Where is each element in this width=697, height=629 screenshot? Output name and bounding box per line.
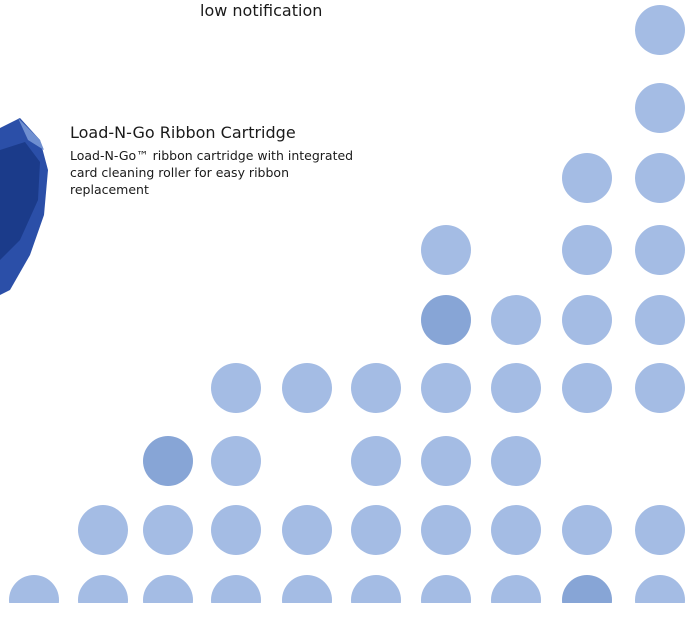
- dot: [143, 575, 193, 625]
- dot: [491, 436, 541, 486]
- dot: [211, 436, 261, 486]
- dot: [282, 363, 332, 413]
- page: low notification Load-N-Go Ribbon Cartri…: [0, 0, 697, 629]
- dot: [421, 505, 471, 555]
- dot: [491, 363, 541, 413]
- dot: [78, 575, 128, 625]
- dot: [635, 83, 685, 133]
- dot: [562, 225, 612, 275]
- dot: [635, 575, 685, 625]
- dot: [143, 505, 193, 555]
- dot: [562, 575, 612, 625]
- dot: [282, 575, 332, 625]
- dot: [491, 295, 541, 345]
- dot: [491, 505, 541, 555]
- dot: [421, 436, 471, 486]
- dot: [562, 363, 612, 413]
- dot: [211, 363, 261, 413]
- decor: [0, 0, 697, 629]
- dot: [635, 363, 685, 413]
- dot: [211, 505, 261, 555]
- dot: [211, 575, 261, 625]
- dot: [282, 505, 332, 555]
- caption: low notification: [200, 0, 322, 22]
- dot: [635, 153, 685, 203]
- dot: [421, 295, 471, 345]
- dot: [635, 225, 685, 275]
- dot: [351, 505, 401, 555]
- dot: [143, 436, 193, 486]
- dot: [78, 505, 128, 555]
- dot: [562, 505, 612, 555]
- dot: [635, 295, 685, 345]
- dot: [351, 575, 401, 625]
- dot: [421, 363, 471, 413]
- feature-title: Load-N-Go Ribbon Cartridge: [70, 123, 296, 143]
- dot-pattern: [9, 5, 685, 625]
- dot: [421, 225, 471, 275]
- dot: [491, 575, 541, 625]
- dot: [635, 505, 685, 555]
- printer-image: [0, 118, 48, 295]
- dot: [421, 575, 471, 625]
- dot: [562, 153, 612, 203]
- dot: [9, 575, 59, 625]
- dot: [351, 363, 401, 413]
- dot: [635, 5, 685, 55]
- dot: [351, 436, 401, 486]
- dot: [562, 295, 612, 345]
- feature-description: Load-N-Go™ ribbon cartridge with integra…: [70, 147, 360, 198]
